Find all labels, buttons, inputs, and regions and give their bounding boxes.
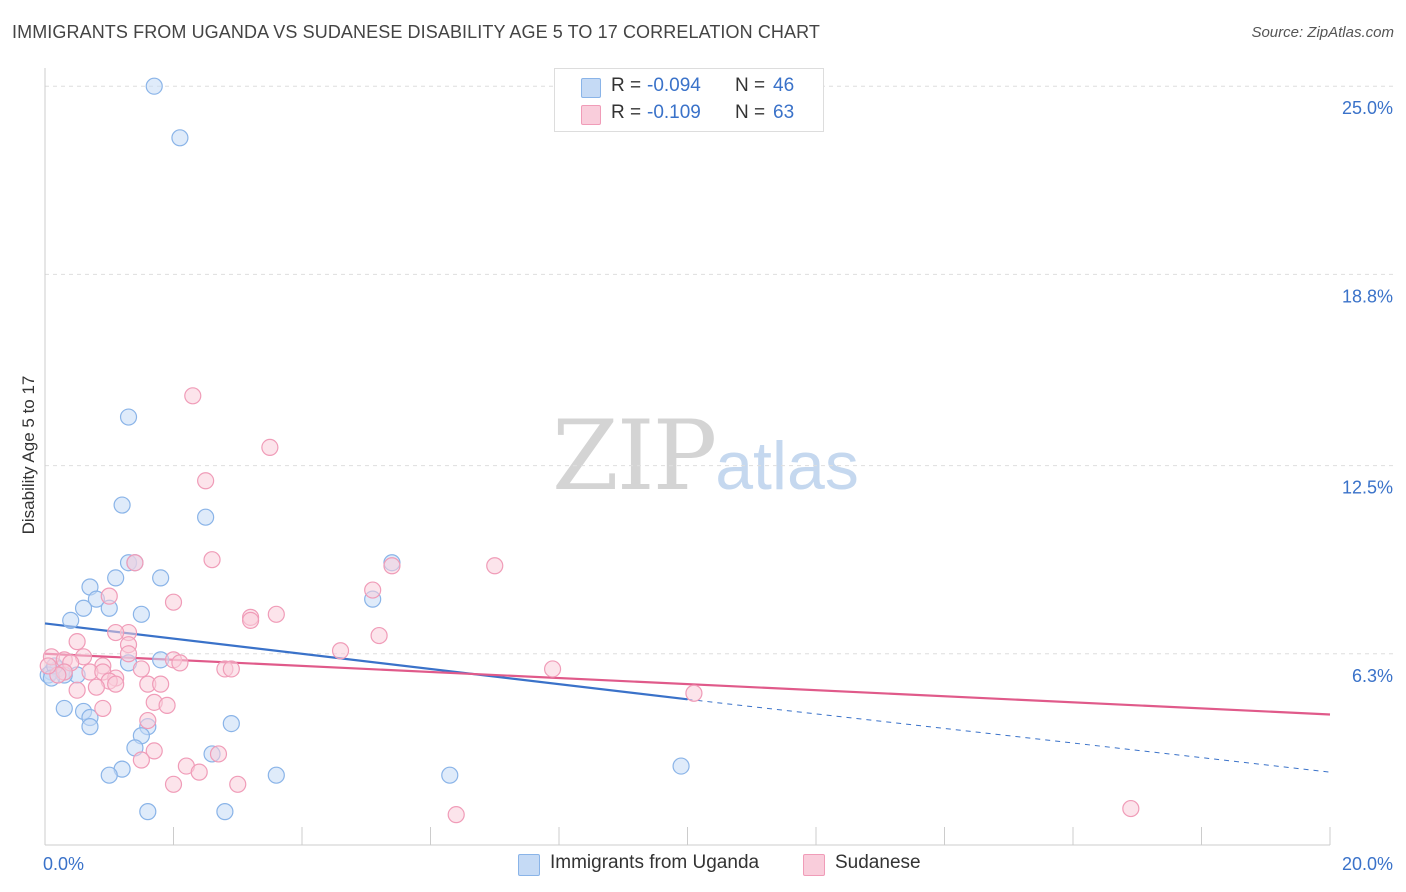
sudanese-point: [126, 554, 144, 572]
uganda-point: [107, 569, 125, 587]
chart-title: IMMIGRANTS FROM UGANDA VS SUDANESE DISAB…: [12, 22, 821, 42]
sudanese-point: [152, 675, 170, 693]
sudanese-point: [184, 387, 202, 405]
sudanese-legend-swatch: [803, 854, 825, 876]
uganda-point: [132, 605, 150, 623]
trend-lines: [44, 622, 1331, 773]
stats-legend: R = -0.094 N = 46 R = -0.109 N = 63: [554, 68, 824, 132]
sudanese-point: [222, 660, 240, 678]
sudanese-point: [197, 472, 215, 490]
sudanese-trend-line: [44, 652, 1331, 716]
uganda-point: [171, 129, 189, 147]
sudanese-point: [107, 675, 125, 693]
uganda-point: [197, 508, 215, 526]
uganda-r-value: -0.094: [647, 75, 701, 96]
uganda-point: [216, 803, 234, 821]
sudanese-point: [261, 438, 279, 456]
sudanese-point: [132, 660, 150, 678]
sudanese-r-value: -0.109: [647, 102, 701, 123]
uganda-point: [55, 699, 73, 718]
sudanese-point: [132, 751, 150, 769]
sudanese-point: [685, 684, 703, 702]
uganda-swatch: [581, 78, 601, 98]
sudanese-point: [486, 557, 504, 575]
uganda-trend-extension: [687, 698, 1331, 773]
sudanese-point: [68, 681, 86, 699]
x-tick-label: 0.0%: [43, 854, 84, 874]
sudanese-point: [209, 745, 228, 763]
watermark: ZIPatlas: [552, 400, 859, 512]
uganda-legend-label: Immigrants from Uganda: [550, 852, 760, 873]
uganda-point: [672, 757, 690, 775]
sudanese-swatch: [581, 105, 601, 125]
n-label: N =: [735, 75, 766, 96]
sudanese-point: [331, 642, 350, 660]
gridlines: [45, 85, 1395, 655]
uganda-point: [139, 803, 157, 821]
uganda-point: [222, 714, 240, 733]
uganda-point: [152, 569, 170, 587]
uganda-point: [100, 766, 118, 784]
sudanese-point: [267, 605, 285, 623]
sudanese-point: [242, 611, 260, 629]
y-tick-label: 25.0%: [1342, 98, 1393, 118]
sudanese-point: [229, 775, 247, 793]
watermark-zip: ZIP: [552, 400, 717, 512]
data-points: [39, 77, 1140, 824]
sudanese-point: [203, 551, 221, 569]
sudanese-point: [158, 696, 176, 714]
sudanese-point: [171, 654, 189, 672]
uganda-point: [113, 496, 131, 514]
axes: [44, 68, 1331, 846]
uganda-legend-swatch: [518, 854, 540, 876]
sudanese-point: [447, 806, 465, 824]
uganda-point: [267, 766, 285, 784]
sudanese-point: [370, 626, 388, 645]
sudanese-point: [107, 623, 125, 642]
sudanese-n-value: 63: [773, 102, 795, 123]
sudanese-point: [145, 742, 163, 760]
watermark-atlas: atlas: [715, 428, 859, 504]
sudanese-point: [164, 775, 183, 793]
sudanese-point: [87, 678, 106, 696]
x-tick-label: 20.0%: [1342, 854, 1393, 874]
sudanese-point: [190, 763, 208, 781]
sudanese-point: [543, 660, 562, 678]
uganda-point: [74, 599, 93, 617]
sudanese-point: [1122, 799, 1140, 818]
uganda-point: [81, 718, 99, 736]
sudanese-point: [139, 711, 157, 730]
sudanese-point: [383, 557, 401, 575]
sudanese-point: [39, 657, 57, 675]
sudanese-point: [68, 633, 86, 651]
r-label: R =: [611, 102, 642, 123]
n-label: N =: [735, 102, 766, 123]
y-axis-title: Disability Age 5 to 17: [19, 376, 38, 535]
sudanese-point: [100, 587, 118, 605]
y-tick-label: 6.3%: [1352, 666, 1393, 686]
sudanese-legend-label: Sudanese: [835, 852, 921, 873]
uganda-trend-line: [44, 622, 688, 701]
sudanese-point: [119, 645, 138, 663]
y-tick-label: 12.5%: [1342, 478, 1393, 498]
chart-source: Source: ZipAtlas.com: [1251, 24, 1394, 41]
uganda-point: [145, 77, 163, 95]
uganda-n-value: 46: [773, 75, 795, 96]
sudanese-point: [164, 593, 183, 611]
uganda-point: [441, 766, 459, 784]
y-tick-label: 18.8%: [1342, 286, 1393, 306]
uganda-point: [119, 408, 138, 426]
r-label: R =: [611, 75, 642, 96]
tick-labels: 6.3% 12.5% 18.8% 25.0% 0.0% 20.0%: [43, 98, 1393, 874]
uganda-point: [62, 611, 80, 629]
sudanese-point: [94, 699, 112, 718]
sudanese-point: [364, 581, 382, 599]
